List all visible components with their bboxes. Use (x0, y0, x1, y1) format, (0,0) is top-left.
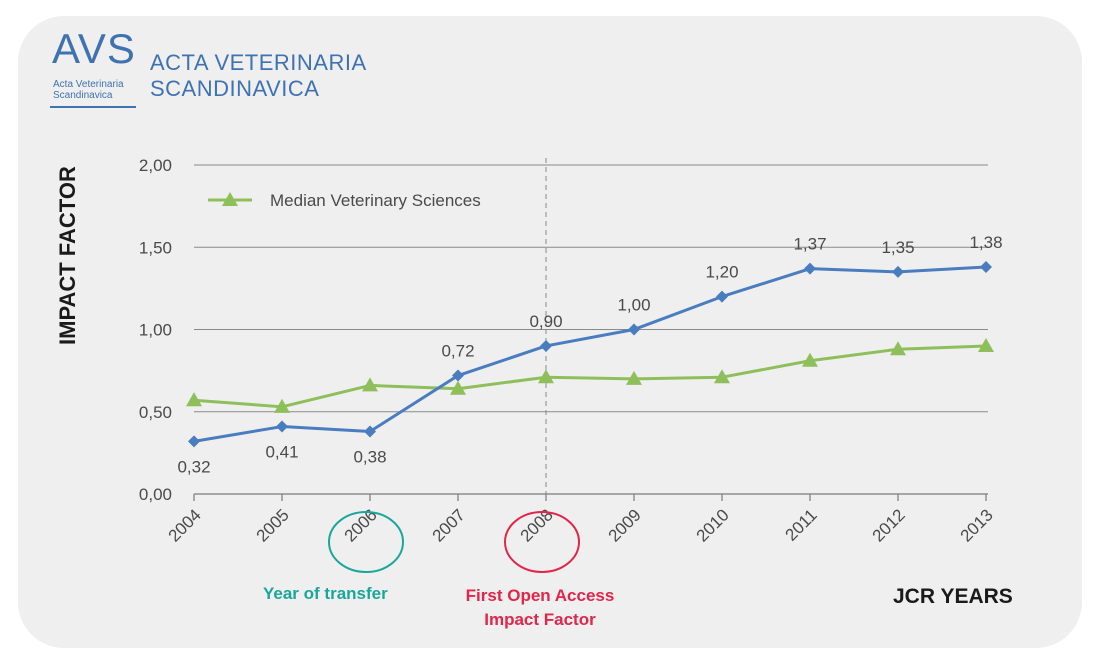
annotation-oa-line2: Impact Factor (484, 610, 596, 629)
avs-data-label: 1,37 (793, 235, 826, 254)
logo-avs: AVS (52, 25, 136, 72)
y-axis-label: IMPACT FACTOR (55, 166, 80, 345)
x-tick-label: 2012 (869, 505, 909, 545)
avs-data-label: 0,32 (177, 457, 210, 476)
avs-point (804, 262, 816, 275)
median-point (626, 370, 642, 385)
avs-data-label: 1,38 (969, 233, 1002, 252)
avs-data-label: 1,35 (881, 238, 914, 257)
median-point (274, 398, 290, 413)
journal-title: ACTA VETERINARIA SCANDINAVICA (150, 50, 367, 102)
avs-data-label: 1,20 (705, 263, 738, 282)
legend-label: Median Veterinary Sciences (270, 191, 481, 210)
median-point (450, 380, 466, 395)
x-tick-label: 2011 (782, 505, 821, 544)
avs-point (540, 339, 552, 352)
x-tick-label: 2009 (605, 505, 645, 545)
median-point (538, 369, 554, 384)
legend-marker (222, 192, 238, 206)
median-point (714, 369, 730, 384)
avs-data-label: 1,00 (617, 296, 650, 315)
journal-title-line1: ACTA VETERINARIA (150, 50, 367, 75)
median-series-line (193, 344, 987, 409)
avs-point (628, 323, 640, 336)
annotation-circle-2008 (504, 511, 580, 573)
logo-underline (50, 106, 136, 108)
avs-data-label: 0,72 (441, 342, 474, 361)
logo-sub-line2: Scandinavica (53, 90, 113, 101)
x-tick-label: 2005 (253, 505, 293, 545)
y-tick-label: 0,50 (139, 403, 172, 422)
median-point (362, 377, 378, 392)
y-tick-label: 0,00 (139, 485, 172, 504)
avs-point (980, 260, 992, 273)
avs-point (364, 425, 376, 438)
avs-point (276, 420, 288, 433)
logo-subtitle: Acta Veterinaria Scandinavica (53, 79, 124, 101)
avs-data-label: 0,41 (265, 443, 298, 462)
avs-point (452, 369, 464, 382)
avs-point (716, 290, 728, 303)
logo-sub-line1: Acta Veterinaria (53, 79, 124, 90)
annotation-circle-2006 (328, 511, 404, 573)
median-point (186, 392, 202, 407)
avs-data-label: 0,38 (353, 447, 386, 466)
avs-point (188, 435, 200, 448)
y-tick-label: 1,00 (139, 321, 172, 340)
x-tick-label: 2013 (957, 505, 997, 545)
x-tick-label: 2007 (429, 505, 469, 545)
annotation-first-open-access: First Open Access Impact Factor (440, 584, 640, 632)
y-tick-label: 1,50 (139, 238, 172, 257)
x-axis-label: JCR YEARS (893, 585, 1013, 608)
x-tick-label: 2010 (693, 505, 733, 545)
median-point (890, 341, 906, 356)
median-point (978, 337, 994, 352)
avs-data-label: 0,90 (529, 312, 562, 331)
chart-card (18, 16, 1082, 648)
annotation-oa-line1: First Open Access (465, 586, 615, 605)
avs-point (892, 265, 904, 278)
journal-title-line2: SCANDINAVICA (150, 76, 320, 101)
avs-series-line (193, 265, 987, 443)
x-tick-label: 2004 (165, 505, 205, 545)
median-point (802, 352, 818, 367)
annotation-year-of-transfer: Year of transfer (263, 584, 388, 603)
y-tick-label: 2,00 (139, 156, 172, 175)
